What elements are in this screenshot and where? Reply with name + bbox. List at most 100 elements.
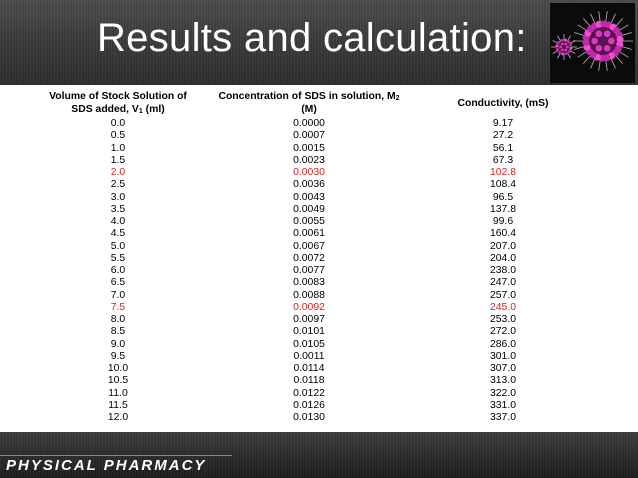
concentration-cell: 0.0030	[293, 167, 325, 179]
concentration-cell: 0.0023	[293, 154, 325, 166]
conductivity-cell: 286.0	[489, 338, 516, 350]
concentration-cell: 0.0067	[293, 240, 325, 252]
conductivity-cell: 253.0	[489, 314, 516, 326]
conductivity-cell: 301.0	[489, 350, 516, 362]
concentration-cell: 0.0118	[293, 375, 325, 387]
results-table: Volume of Stock Solution of SDS added, V…	[32, 88, 592, 424]
concentration-cell: 0.0043	[293, 191, 325, 203]
conductivity-cell: 337.0	[489, 412, 516, 424]
table-row: 1.0 0.0015 56.1	[32, 143, 592, 155]
conductivity-cell: 272.0	[489, 326, 516, 338]
concentration-cell: 0.0101	[293, 326, 325, 338]
table-row: 5.5 0.0072 204.0	[32, 253, 592, 265]
large-micelle-icon	[573, 11, 633, 71]
volume-cell: 0.0	[110, 118, 126, 130]
micelle-image	[550, 3, 635, 83]
volume-header-line1: Volume of Stock Solution of	[49, 91, 187, 102]
column-header-concentration: Concentration of SDS in solution, M2 (M)	[204, 88, 414, 118]
concentration-cell: 0.0092	[293, 301, 325, 313]
table-header-row: Volume of Stock Solution of SDS added, V…	[32, 88, 592, 118]
conductivity-cell: 9.17	[492, 118, 514, 130]
concentration-cell: 0.0011	[293, 350, 325, 362]
concentration-cell: 0.0000	[293, 118, 325, 130]
volume-cell: 7.0	[110, 289, 126, 301]
conductivity-cell: 307.0	[489, 363, 516, 375]
table-row: 11.0 0.0122 322.0	[32, 388, 592, 400]
concentration-cell: 0.0114	[293, 363, 325, 375]
concentration-cell: 0.0077	[293, 265, 325, 277]
conductivity-cell: 207.0	[489, 240, 516, 252]
table-row: 3.0 0.0043 96.5	[32, 192, 592, 204]
volume-cell: 10.0	[107, 363, 129, 375]
table-row: 7.0 0.0088 257.0	[32, 290, 592, 302]
conductivity-cell: 99.6	[492, 216, 514, 228]
table-row: 2.0 0.0030 102.8	[32, 167, 592, 179]
conductivity-cell: 56.1	[492, 142, 514, 154]
volume-cell: 5.0	[110, 240, 126, 252]
volume-cell: 4.0	[110, 216, 126, 228]
conductivity-cell: 108.4	[489, 179, 516, 191]
table-row: 7.5 0.0092 245.0	[32, 302, 592, 314]
volume-cell: 7.5	[110, 301, 126, 313]
table-row: 1.5 0.0023 67.3	[32, 155, 592, 167]
table-row: 0.0 0.0000 9.17	[32, 118, 592, 130]
concentration-header-line1: Concentration of SDS in solution, M	[218, 91, 396, 102]
conductivity-cell: 331.0	[489, 399, 516, 411]
volume-cell: 3.0	[110, 191, 126, 203]
micelle-illustration	[550, 3, 635, 83]
table-row: 12.0 0.0130 337.0	[32, 412, 592, 424]
table-row: 9.0 0.0105 286.0	[32, 339, 592, 351]
concentration-cell: 0.0126	[293, 399, 325, 411]
table-row: 4.0 0.0055 99.6	[32, 216, 592, 228]
concentration-cell: 0.0049	[293, 203, 325, 215]
column-header-conductivity: Conductivity, (mS)	[414, 88, 592, 118]
volume-cell: 2.5	[110, 179, 126, 191]
table-row: 6.5 0.0083 247.0	[32, 277, 592, 289]
volume-cell: 2.0	[110, 167, 126, 179]
conductivity-cell: 247.0	[489, 277, 516, 289]
concentration-cell: 0.0097	[293, 314, 325, 326]
conductivity-cell: 313.0	[489, 375, 516, 387]
conductivity-cell: 27.2	[492, 130, 514, 142]
conductivity-header-label: Conductivity, (mS)	[457, 97, 549, 109]
concentration-cell: 0.0105	[293, 338, 325, 350]
slide-header	[0, 0, 638, 85]
conductivity-cell: 67.3	[492, 154, 514, 166]
volume-cell: 11.0	[108, 387, 128, 399]
volume-cell: 1.5	[110, 154, 126, 166]
table-row: 9.5 0.0011 301.0	[32, 351, 592, 363]
conductivity-cell: 160.4	[489, 228, 516, 240]
volume-header-line2a: SDS added, V	[71, 104, 139, 115]
small-micelle-icon	[551, 34, 577, 60]
volume-cell: 10.5	[107, 375, 129, 387]
volume-cell: 8.0	[110, 314, 126, 326]
footer-label: PHYSICAL PHARMACY	[6, 457, 207, 474]
conductivity-cell: 96.5	[492, 191, 514, 203]
volume-cell: 9.5	[110, 350, 126, 362]
volume-cell: 3.5	[110, 203, 126, 215]
concentration-cell: 0.0061	[293, 228, 325, 240]
concentration-cell: 0.0130	[293, 412, 325, 424]
concentration-cell: 0.0015	[293, 142, 325, 154]
conductivity-cell: 257.0	[489, 289, 516, 301]
volume-header-line2b: (ml)	[142, 104, 165, 115]
concentration-cell: 0.0122	[293, 387, 325, 399]
conductivity-cell: 204.0	[489, 252, 516, 264]
volume-cell: 1.0	[110, 142, 126, 154]
table-row: 2.5 0.0036 108.4	[32, 179, 592, 191]
table-row: 4.5 0.0061 160.4	[32, 228, 592, 240]
volume-cell: 5.5	[110, 252, 126, 264]
concentration-cell: 0.0036	[293, 179, 325, 191]
conductivity-cell: 102.8	[489, 167, 516, 179]
table-row: 5.0 0.0067 207.0	[32, 241, 592, 253]
table-row: 10.0 0.0114 307.0	[32, 363, 592, 375]
conductivity-cell: 322.0	[489, 387, 516, 399]
table-row: 8.5 0.0101 272.0	[32, 326, 592, 338]
table-row: 3.5 0.0049 137.8	[32, 204, 592, 216]
concentration-cell: 0.0055	[293, 216, 325, 228]
table-row: 11.5 0.0126 331.0	[32, 400, 592, 412]
table-row: 6.0 0.0077 238.0	[32, 265, 592, 277]
results-table-body: 0.0 0.0000 9.17 0.5 0.0007 27.2 1.0 0.0015 56.1 1…	[32, 118, 592, 424]
volume-cell: 6.0	[110, 265, 126, 277]
footer-divider	[0, 455, 232, 456]
